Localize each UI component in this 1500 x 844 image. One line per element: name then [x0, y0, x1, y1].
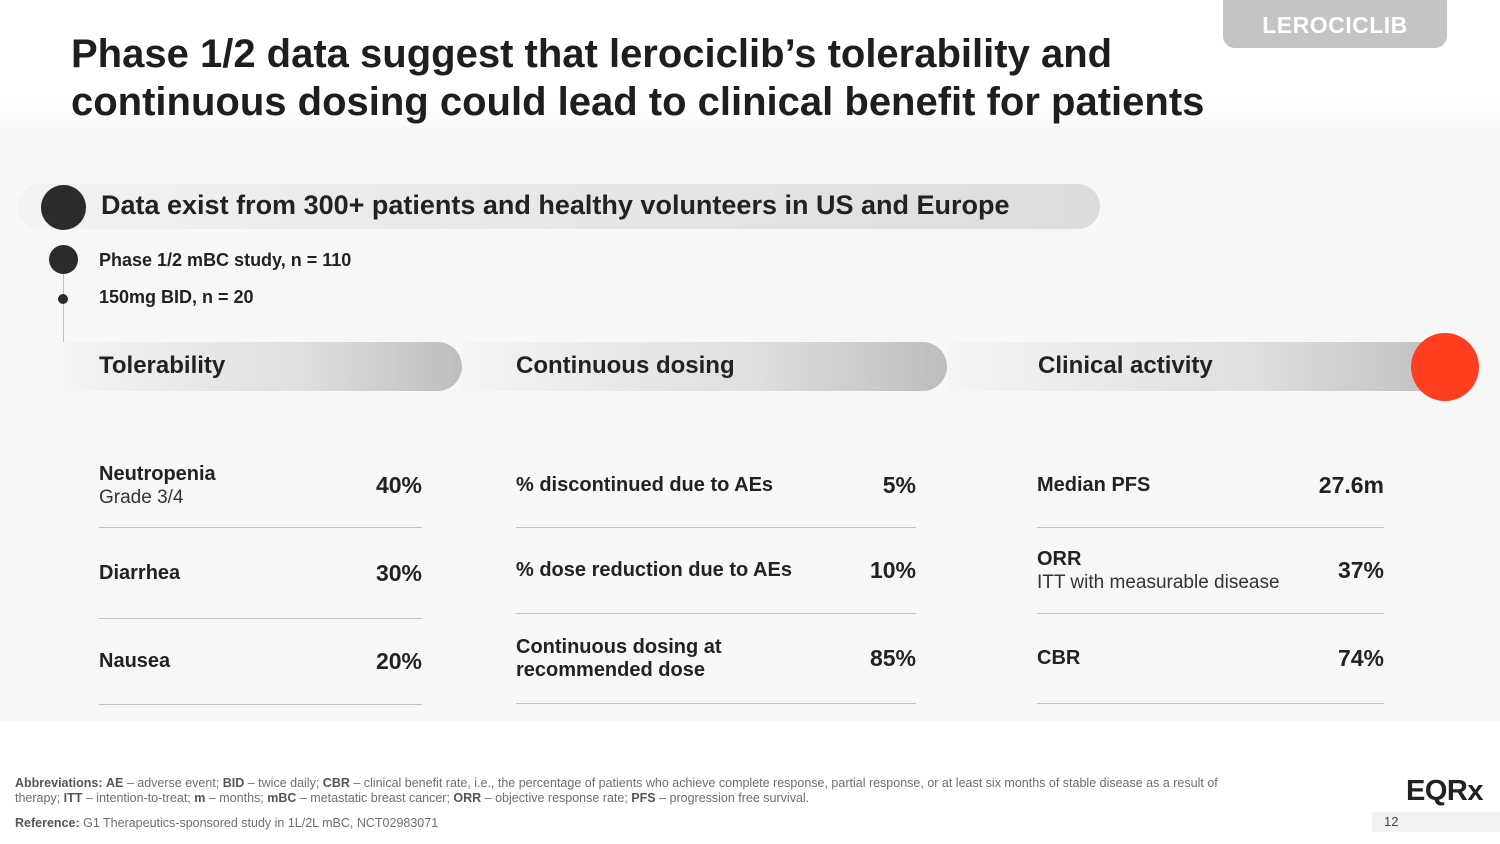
- metric-row-neutropenia: Neutropenia Grade 3/4 40%: [99, 444, 422, 528]
- metric-label-group: Neutropenia Grade 3/4: [99, 463, 216, 509]
- column-header-band-clinical-activity: [947, 342, 1457, 391]
- metric-label: CBR: [1037, 647, 1081, 669]
- reference-label: Reference:: [15, 816, 80, 830]
- metric-label: ORR: [1037, 547, 1082, 570]
- abbrev-def: – adverse event;: [123, 776, 223, 790]
- product-tag: LEROCICLIB: [1223, 0, 1447, 48]
- abbrev-def: – months;: [205, 791, 268, 805]
- dose-bullet-icon: [58, 294, 68, 304]
- abbrev-def: – intention-to-treat;: [82, 791, 195, 805]
- page-number: 12: [1372, 812, 1500, 832]
- abbreviations-note: Abbreviations: AE – adverse event; BID –…: [15, 776, 1245, 806]
- content-band: [0, 142, 1500, 722]
- column-title-clinical-activity: Clinical activity: [1038, 352, 1213, 379]
- metric-label: % discontinued due to AEs: [516, 474, 774, 496]
- banner-text: Data exist from 300+ patients and health…: [101, 190, 1010, 220]
- metric-value: 85%: [869, 645, 916, 671]
- abbreviations-label: Abbreviations:: [15, 776, 103, 790]
- dose-label: 150mg BID, n = 20: [99, 287, 254, 307]
- metric-label-group: ORR ITT with measurable disease: [1037, 548, 1280, 594]
- metric-label: % dose reduction due to AEs: [516, 559, 792, 581]
- metric-value: 40%: [375, 472, 422, 498]
- accent-circle-icon: [1411, 333, 1479, 401]
- metric-value: 30%: [375, 559, 422, 586]
- abbrev-def: – progression free survival.: [655, 791, 810, 805]
- timeline-line: [63, 259, 64, 389]
- metric-value: 37%: [1337, 557, 1384, 583]
- metric-row-orr: ORR ITT with measurable disease 37%: [1037, 528, 1384, 614]
- metric-row-diarrhea: Diarrhea 30%: [99, 528, 422, 619]
- metric-row-median-pfs: Median PFS 27.6m: [1037, 444, 1384, 528]
- abbrev-term: CBR: [322, 776, 350, 790]
- abbrev-def: – metastatic breast cancer;: [296, 791, 454, 805]
- abbrev-term: BID: [222, 776, 245, 790]
- column-header-band-continuous-dosing: [462, 342, 947, 391]
- metric-label: Median PFS: [1037, 474, 1151, 496]
- abbrev-term: ORR: [453, 791, 482, 805]
- metric-value: 10%: [869, 557, 916, 583]
- metric-sublabel: ITT with measurable disease: [1037, 571, 1280, 593]
- abbrev-term: m: [194, 791, 206, 805]
- abbrev-def: – objective response rate;: [481, 791, 632, 805]
- abbrev-term: mBC: [267, 791, 297, 805]
- metric-row-cbr: CBR 74%: [1037, 614, 1384, 704]
- abbrev-term: ITT: [63, 791, 83, 805]
- eqrx-logo: EQRx: [1406, 775, 1483, 807]
- metric-label: Diarrhea: [99, 561, 181, 584]
- metric-label: Continuous dosing at recommended dose: [516, 635, 722, 681]
- metric-value: 5%: [882, 472, 916, 498]
- metric-sublabel: Grade 3/4: [99, 486, 184, 508]
- column-header-band-tolerability: [63, 342, 462, 391]
- metric-label: Neutropenia: [99, 462, 216, 485]
- reference-note: Reference: G1 Therapeutics-sponsored stu…: [15, 816, 438, 830]
- metric-row-continuous-dosing: Continuous dosing at recommended dose 85…: [516, 614, 916, 704]
- reference-text: G1 Therapeutics-sponsored study in 1L/2L…: [79, 816, 439, 830]
- banner-bullet-icon: [41, 185, 86, 230]
- metric-value: 20%: [375, 648, 422, 674]
- summary-banner: [18, 184, 1100, 229]
- abbrev-def: – twice daily;: [244, 776, 323, 790]
- column-title-continuous-dosing: Continuous dosing: [516, 352, 735, 379]
- abbrev-def: – clinical benefit rate, i.e., the perce…: [15, 776, 1218, 805]
- abbrev-term: PFS: [631, 791, 656, 805]
- abbrev-term: AE: [106, 776, 124, 790]
- metric-label: Nausea: [99, 650, 171, 672]
- metric-row-dose-reduction: % dose reduction due to AEs 10%: [516, 528, 916, 614]
- metric-value: 74%: [1337, 645, 1384, 671]
- metric-row-discontinued: % discontinued due to AEs 5%: [516, 444, 916, 528]
- metric-value: 27.6m: [1318, 472, 1384, 498]
- column-title-tolerability: Tolerability: [99, 352, 226, 379]
- metric-row-nausea: Nausea 20%: [99, 619, 422, 705]
- study-bullet-icon: [49, 245, 78, 274]
- study-label: Phase 1/2 mBC study, n = 110: [99, 250, 352, 270]
- page-title: Phase 1/2 data suggest that lerociclib’s…: [71, 32, 1205, 124]
